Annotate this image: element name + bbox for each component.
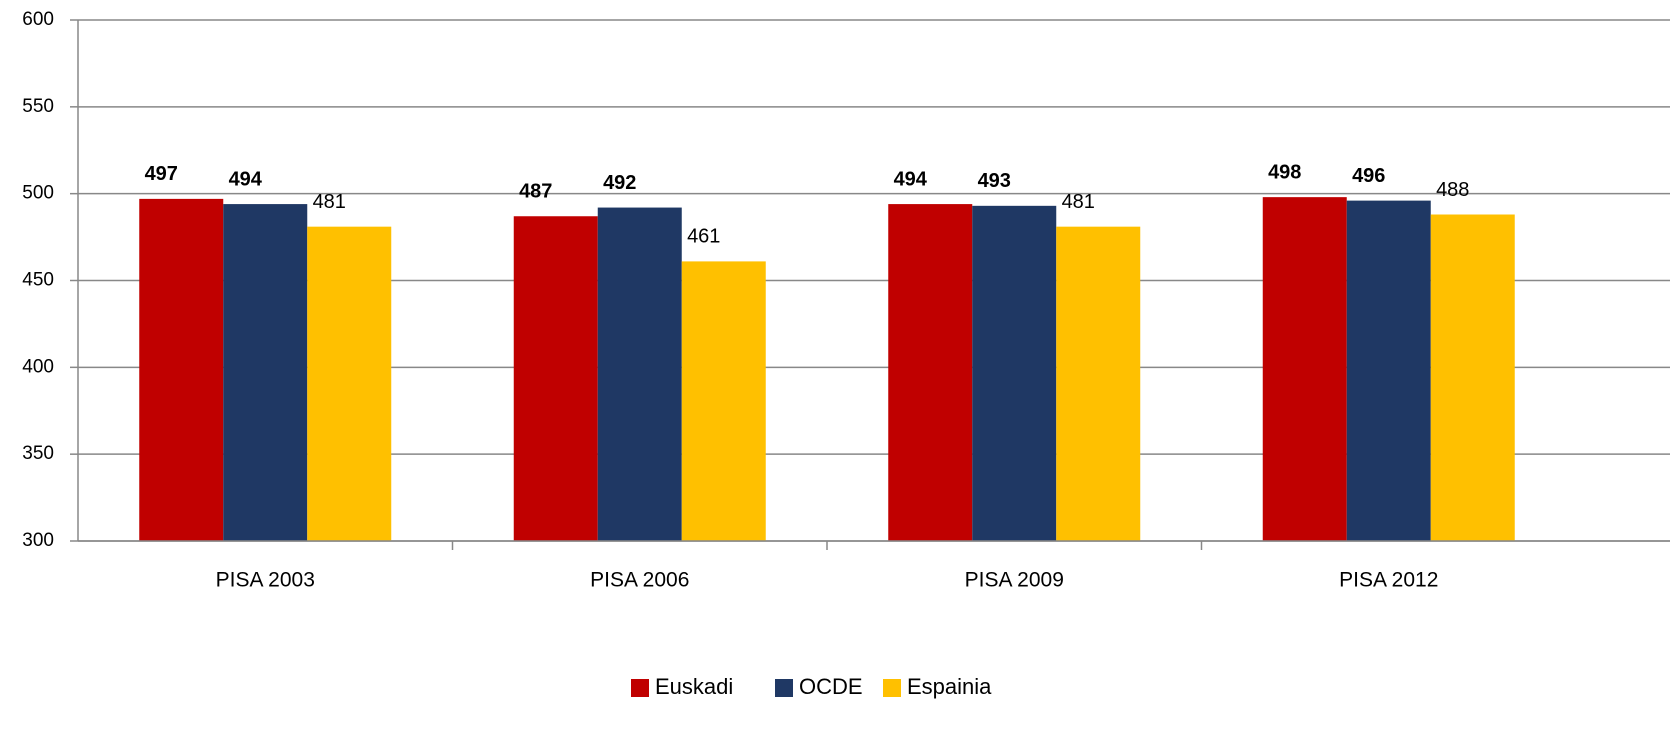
data-label: 493 [978,170,1011,192]
legend-label: Espainia [907,674,992,699]
x-tick-label: PISA 2006 [590,569,689,592]
legend-label: OCDE [799,674,863,699]
bar [307,226,392,541]
y-tick-label: 550 [22,96,54,117]
bar [681,261,766,541]
data-label: 498 [1268,161,1301,183]
bar [513,216,598,541]
data-label: 497 [145,163,178,185]
bar [1056,226,1141,541]
data-label: 487 [519,181,552,203]
bar [1262,197,1347,541]
x-tick-label: PISA 2009 [965,569,1064,592]
data-label: 494 [894,168,928,190]
bar [1430,214,1515,542]
y-tick-label: 500 [22,183,54,204]
bar [223,204,308,541]
legend-swatch [631,679,649,697]
bar [1346,200,1431,541]
data-label: 481 [1062,191,1095,213]
data-label: 494 [229,168,263,190]
y-tick-label: 350 [22,443,54,464]
data-label: 488 [1436,179,1469,201]
bar [597,207,682,541]
data-label: 481 [313,191,346,213]
legend-swatch [775,679,793,697]
data-label: 492 [603,172,636,194]
y-tick-label: 400 [22,356,54,377]
x-tick-label: PISA 2003 [216,569,315,592]
bar [139,198,224,542]
bar [888,204,973,541]
legend-swatch [883,679,901,697]
y-tick-label: 600 [22,9,54,30]
data-label: 496 [1352,165,1385,187]
bar [972,205,1057,541]
y-tick-label: 300 [22,530,54,551]
data-label: 461 [687,226,720,248]
y-tick-label: 450 [22,270,54,291]
legend-label: Euskadi [655,674,733,699]
x-tick-label: PISA 2012 [1339,569,1438,592]
